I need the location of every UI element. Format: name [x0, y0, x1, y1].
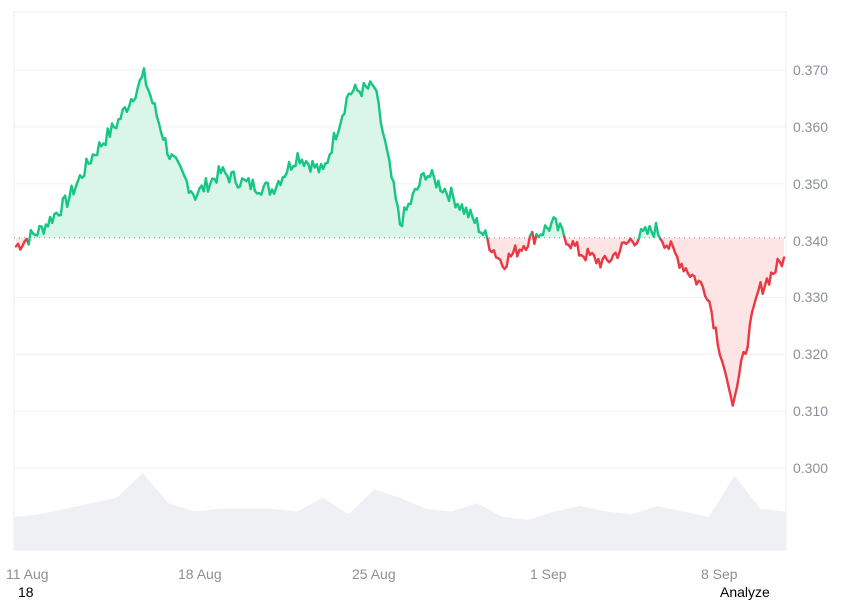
- x-tick-label: 25 Aug: [352, 566, 396, 582]
- y-tick-label: 0.320: [793, 346, 828, 362]
- y-tick-label: 0.300: [793, 460, 828, 476]
- y-tick-label: 0.330: [793, 289, 828, 305]
- footer-left-label: 18: [18, 584, 34, 600]
- x-tick-label: 11 Aug: [6, 566, 49, 582]
- plot-area: [14, 12, 786, 550]
- x-tick-label: 18 Aug: [178, 566, 222, 582]
- y-tick-label: 0.310: [793, 403, 828, 419]
- analyze-link[interactable]: Analyze: [720, 584, 770, 600]
- y-tick-label: 0.340: [793, 233, 828, 249]
- y-tick-label: 0.350: [793, 176, 828, 192]
- x-tick-label: 1 Sep: [530, 566, 567, 582]
- y-tick-label: 0.360: [793, 119, 828, 135]
- y-tick-label: 0.370: [793, 62, 828, 78]
- x-tick-label: 8 Sep: [701, 566, 738, 582]
